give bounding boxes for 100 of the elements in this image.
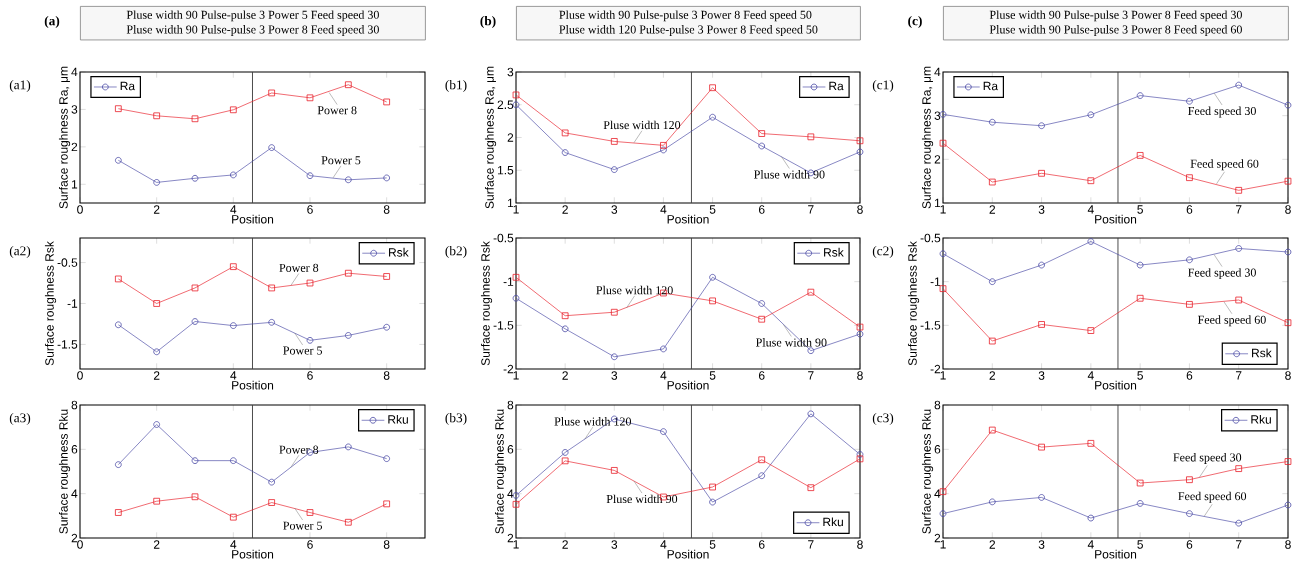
x-axis-title: Position — [232, 380, 274, 390]
y-axis-title: Surface roughness Rku — [921, 409, 934, 534]
x-tick-label: 5 — [1137, 205, 1143, 214]
text: (c3) — [872, 412, 894, 426]
y-tick-label: 2 — [934, 155, 941, 164]
x-tick-label: 4 — [230, 371, 237, 380]
y-tick-label: -1 — [930, 277, 941, 286]
x-tick-label: 6 — [307, 540, 313, 549]
x-tick-label: 3 — [611, 371, 618, 380]
x-tick-label: 2 — [562, 371, 568, 380]
y-tick-label: 2 — [507, 133, 514, 142]
x-tick-label: 6 — [758, 540, 765, 549]
annotation: Feed speed 30 — [1188, 268, 1256, 280]
text: (b) — [480, 15, 496, 29]
x-tick-label: 0 — [77, 205, 83, 214]
x-tick-label: 4 — [230, 205, 237, 214]
y-tick-label: 6 — [934, 445, 941, 454]
x-tick-label: 6 — [1186, 371, 1193, 380]
y-tick-label: -1.5 — [920, 321, 941, 330]
y-axis-title: Surface roughness Rsk — [907, 241, 920, 366]
x-axis-title: Position — [232, 214, 274, 224]
text: (a1) — [9, 79, 31, 93]
text: Pluse width 90 Pulse-pulse 3 Power 5 Feed speed 30 — [126, 10, 379, 22]
x-tick-label: 3 — [611, 540, 618, 549]
x-tick-label: 4 — [1087, 371, 1094, 380]
y-tick-label: 1.5 — [497, 166, 514, 175]
x-tick-label: 8 — [857, 540, 863, 549]
annotation: Feed speed 30 — [1188, 106, 1256, 118]
annotation: Pluse width 120 — [554, 417, 631, 426]
y-tick-label: -1.5 — [57, 340, 78, 349]
y-axis-title: Surface roughness Ra, μm — [58, 66, 71, 209]
y-tick-label: 4 — [71, 67, 78, 77]
x-axis-title: Position — [1095, 380, 1137, 390]
x-tick-label: 0 — [77, 371, 83, 380]
y-tick-label: -2 — [930, 364, 941, 374]
x-tick-label: 7 — [808, 540, 814, 549]
y-tick-label: -0.5 — [57, 258, 78, 267]
x-tick-label: 8 — [1285, 371, 1291, 380]
legend-label: Ra — [983, 81, 999, 91]
text: (a3) — [9, 412, 31, 426]
x-tick-label: 5 — [709, 540, 716, 549]
annotation: Pluse width 90 — [756, 338, 827, 347]
x-axis-title: Position — [667, 214, 709, 224]
annotation: Power 8 — [317, 106, 357, 115]
y-tick-label: 6 — [71, 445, 78, 454]
x-tick-label: 2 — [562, 540, 568, 549]
x-tick-label: 7 — [1235, 540, 1242, 549]
annotation: Pluse width 120 — [603, 120, 681, 130]
x-tick-label: 6 — [307, 205, 313, 214]
x-tick-label: 8 — [857, 371, 863, 380]
x-tick-label: 8 — [383, 540, 390, 549]
y-tick-label: 4 — [71, 489, 78, 498]
y-tick-label: 3 — [934, 111, 941, 120]
y-tick-label: 4 — [507, 489, 514, 498]
y-axis-title: Surface roughness Rku — [494, 409, 507, 534]
x-tick-label: 6 — [758, 205, 765, 214]
x-tick-label: 4 — [1087, 540, 1094, 549]
x-tick-label: 4 — [660, 540, 667, 549]
x-axis-title: Position — [1095, 549, 1137, 559]
x-tick-label: 8 — [1285, 540, 1291, 549]
annotation: Feed speed 60 — [1190, 159, 1259, 171]
text: Pluse width 90 Pulse-pulse 3 Power 8 Feed speed 30 — [989, 10, 1242, 22]
x-tick-label: 2 — [562, 205, 568, 214]
x-tick-label: 2 — [989, 205, 996, 214]
y-tick-label: 3 — [507, 67, 514, 77]
y-tick-label: 4 — [934, 67, 941, 77]
annotation: Pluse width 120 — [596, 285, 673, 295]
text: (c1) — [872, 79, 894, 93]
y-axis-title: Surface roughness Ra, μm — [484, 66, 497, 209]
text: Pluse width 120 Pulse-pulse 3 Power 8 Feed speed 50 — [559, 25, 818, 36]
text: (b3) — [445, 412, 467, 426]
legend-label: Ra — [829, 81, 844, 91]
x-tick-label: 7 — [808, 205, 814, 214]
y-tick-label: 2.5 — [497, 100, 514, 109]
text: (a2) — [9, 245, 31, 259]
y-tick-label: 4 — [934, 489, 941, 498]
x-tick-label: 4 — [660, 371, 667, 380]
x-tick-label: 2 — [989, 371, 996, 380]
annotation: Power 5 — [283, 346, 323, 355]
x-tick-label: 7 — [1235, 205, 1242, 214]
x-tick-label: 6 — [1186, 540, 1193, 549]
x-tick-label: 3 — [611, 205, 618, 214]
y-tick-label: -0.5 — [920, 233, 941, 243]
x-tick-label: 8 — [383, 371, 390, 380]
y-tick-label: 6 — [507, 445, 514, 454]
x-tick-label: 7 — [808, 371, 814, 380]
x-tick-label: 2 — [153, 371, 160, 380]
x-tick-label: 2 — [989, 540, 996, 549]
y-tick-label: -2 — [503, 364, 514, 374]
y-tick-label: 8 — [934, 400, 941, 410]
text: (c) — [908, 15, 922, 29]
y-tick-label: -1 — [503, 277, 514, 286]
y-tick-label: 8 — [507, 400, 514, 410]
annotation: Power 5 — [321, 156, 361, 165]
annotation: Power 8 — [279, 445, 319, 454]
text: Pluse width 90 Pulse-pulse 3 Power 8 Feed speed 60 — [989, 25, 1242, 36]
y-axis-title: Surface roughness Rku — [58, 409, 71, 534]
y-axis-title: Surface roughness Rsk — [480, 241, 493, 366]
text: Pluse width 90 Pulse-pulse 3 Power 8 Feed speed 30 — [126, 25, 379, 36]
x-axis-title: Position — [667, 549, 709, 559]
